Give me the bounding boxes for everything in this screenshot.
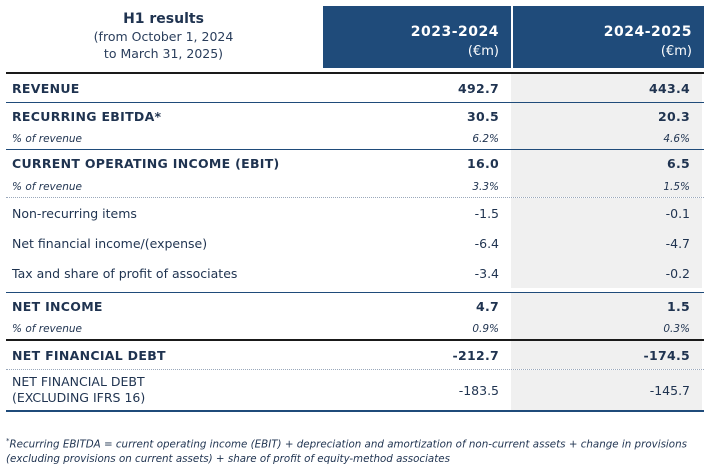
row-label: % of revenue (12, 323, 82, 335)
row-value-2023-2024: 3.3% (472, 181, 499, 193)
row-value-2024-2025: -0.1 (511, 198, 702, 228)
row-value-2023-2024: -183.5 (458, 382, 499, 398)
table-row-net-debt: NET FINANCIAL DEBT -212.7 -174.5 (6, 341, 704, 369)
table-row-tax: Tax and share of profit of associates -3… (6, 258, 704, 288)
table-title: H1 results (123, 11, 204, 27)
row-separator (6, 292, 704, 293)
row-label: RECURRING EBITDA* (12, 108, 162, 124)
row-label: % of revenue (12, 181, 82, 193)
row-value-2024-2025: 4.6% (511, 129, 702, 149)
header-col-2023-2024: 2023-2024 (€m) (323, 6, 511, 68)
table-row-net-income: NET INCOME 4.7 1.5 (6, 293, 704, 319)
col1-unit: (€m) (467, 44, 499, 59)
table-row-ebitda-pct: % of revenue 6.2% 4.6% (6, 129, 704, 149)
row-value-2024-2025: -4.7 (511, 228, 702, 258)
header-col-2024-2025: 2024-2025 (€m) (513, 6, 704, 68)
col2-unit: (€m) (660, 44, 692, 59)
row-value-2023-2024: 0.9% (472, 323, 499, 335)
row-label: Tax and share of profit of associates (12, 265, 238, 281)
row-label: NET FINANCIAL DEBT (EXCLUDING IFRS 16) (6, 374, 321, 406)
header-title-cell: H1 results (from October 1, 2024 to Marc… (6, 6, 321, 68)
row-value-2023-2024: -6.4 (474, 235, 499, 251)
row-value-2023-2024: -3.4 (474, 265, 499, 281)
table-subtitle-1: (from October 1, 2024 (93, 29, 234, 44)
row-value-2023-2024: 4.7 (475, 298, 499, 314)
row-value-2024-2025: -0.2 (511, 258, 702, 288)
row-separator (6, 197, 704, 198)
footnote: *Recurring EBITDA = current operating in… (6, 434, 706, 467)
row-value-2023-2024: -212.7 (452, 347, 499, 363)
row-label: NET INCOME (12, 298, 103, 314)
table-row-net-financial: Net financial income/(expense) -6.4 -4.7 (6, 228, 704, 258)
row-value-2024-2025: 1.5% (511, 177, 702, 197)
table-header: H1 results (from October 1, 2024 to Marc… (6, 6, 704, 68)
row-value-2023-2024: 16.0 (466, 156, 499, 171)
table-row-nonrecurring: Non-recurring items -1.5 -0.1 (6, 198, 704, 228)
header-divider (6, 72, 704, 74)
table-row-net-debt-ex-ifrs16: NET FINANCIAL DEBT (EXCLUDING IFRS 16) -… (6, 370, 704, 410)
table-row-ebitda: RECURRING EBITDA* 30.5 20.3 (6, 103, 704, 129)
row-label: CURRENT OPERATING INCOME (EBIT) (12, 156, 280, 171)
table-row-revenue: REVENUE 492.7 443.4 (6, 74, 704, 102)
row-label-line-1: NET FINANCIAL DEBT (12, 374, 145, 389)
row-value-2024-2025: 6.5 (511, 150, 702, 177)
row-separator-thick (6, 339, 704, 341)
row-value-2023-2024: 492.7 (457, 80, 499, 96)
row-label: Non-recurring items (12, 205, 137, 221)
footnote-text: Recurring EBITDA = current operating inc… (6, 438, 687, 466)
footnote-marker: * (6, 437, 10, 445)
row-value-2024-2025: -145.7 (511, 370, 702, 410)
table-row-ebit: CURRENT OPERATING INCOME (EBIT) 16.0 6.5 (6, 150, 704, 177)
row-value-2024-2025: 0.3% (511, 319, 702, 339)
row-label: % of revenue (12, 133, 82, 145)
row-value-2023-2024: -1.5 (474, 205, 499, 221)
row-separator (6, 102, 704, 103)
table-subtitle-2: to March 31, 2025) (103, 46, 224, 61)
table-bottom-line (6, 410, 704, 412)
row-label-line-2: (EXCLUDING IFRS 16) (12, 390, 146, 405)
row-separator (6, 369, 704, 370)
row-label: NET FINANCIAL DEBT (12, 347, 166, 363)
row-label: REVENUE (12, 80, 80, 96)
table-row-ebit-pct: % of revenue 3.3% 1.5% (6, 177, 704, 197)
row-value-2023-2024: 6.2% (472, 133, 499, 145)
row-label: Net financial income/(expense) (12, 235, 208, 251)
row-value-2024-2025: 1.5 (511, 293, 702, 319)
table-row-net-income-pct: % of revenue 0.9% 0.3% (6, 319, 704, 339)
results-table: H1 results (from October 1, 2024 to Marc… (6, 6, 704, 412)
col2-year: 2024-2025 (603, 24, 692, 40)
row-value-2024-2025: 20.3 (511, 103, 702, 129)
row-value-2024-2025: 443.4 (511, 74, 702, 102)
row-value-2023-2024: 30.5 (466, 108, 499, 124)
row-separator (6, 149, 704, 150)
row-value-2024-2025: -174.5 (511, 341, 702, 369)
col1-year: 2023-2024 (410, 24, 499, 40)
